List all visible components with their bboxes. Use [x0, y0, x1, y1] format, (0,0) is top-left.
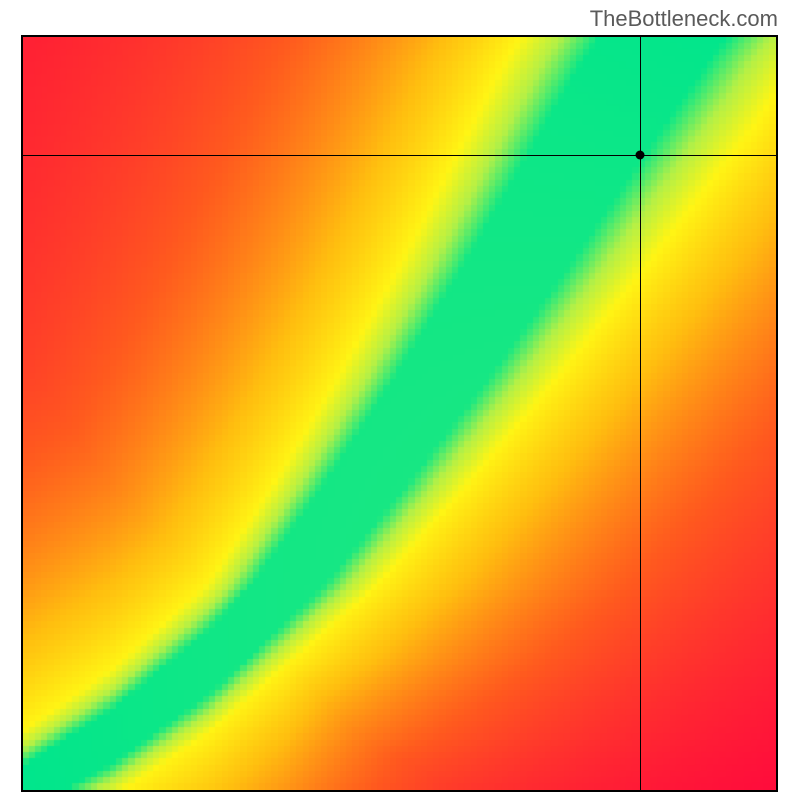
- crosshair-dot: [635, 151, 644, 160]
- page-container: TheBottleneck.com: [0, 0, 800, 800]
- heatmap-canvas: [23, 37, 776, 790]
- crosshair-horizontal: [23, 155, 776, 156]
- watermark-text: TheBottleneck.com: [590, 6, 778, 32]
- heatmap-plot: [21, 35, 778, 792]
